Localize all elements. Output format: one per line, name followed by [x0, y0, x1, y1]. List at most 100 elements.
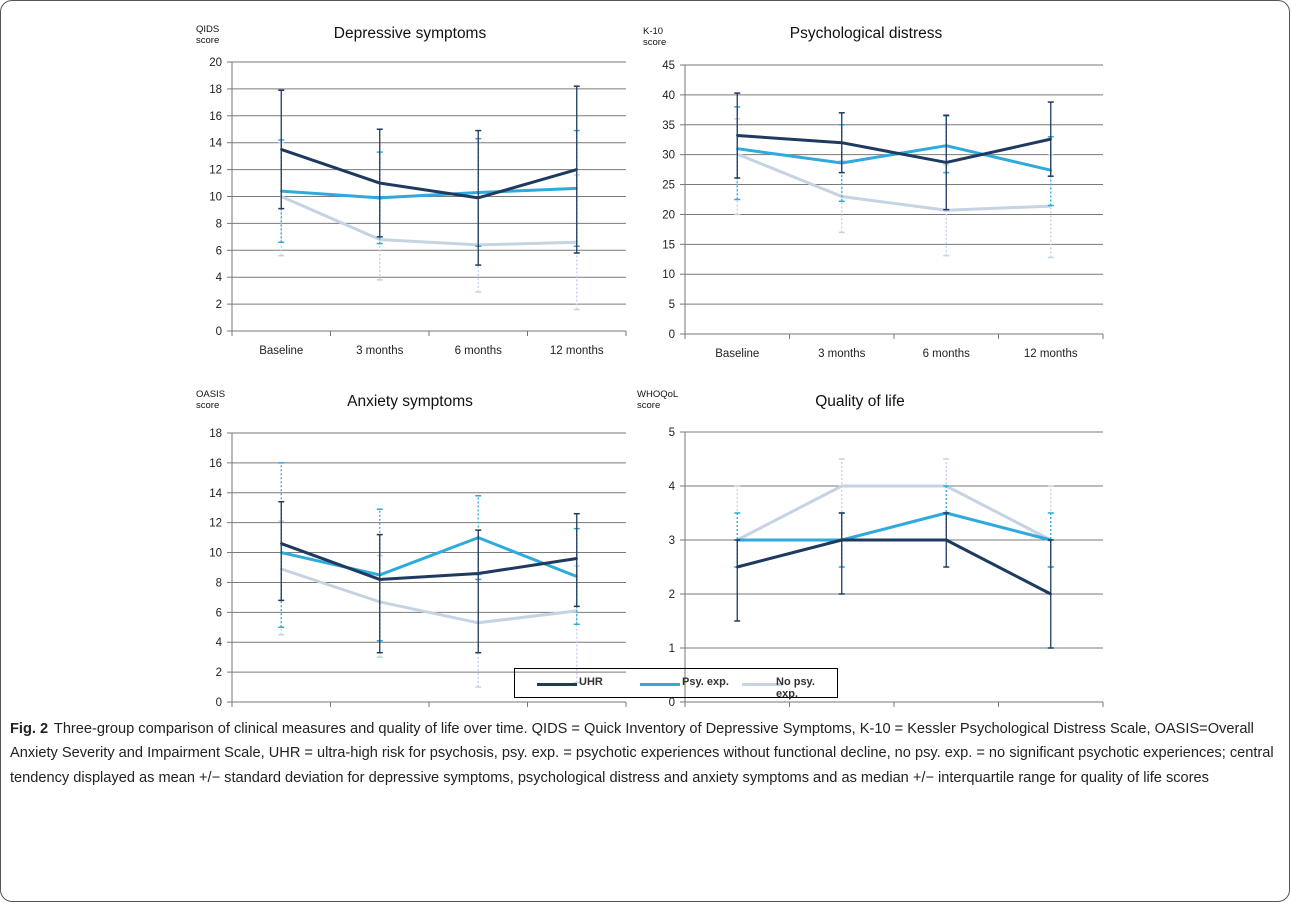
x-tick-label: 6 months: [455, 345, 503, 357]
y-tick-label: 10: [662, 269, 675, 281]
legend-swatch-no-psy-exp: [742, 683, 782, 686]
x-tick-label: 12 months: [550, 345, 604, 357]
y-tick-label: 18: [209, 84, 222, 96]
y-axis-label-line-1: OASIS: [196, 389, 225, 400]
y-tick-label: 0: [669, 329, 675, 341]
chart-title: Depressive symptoms: [334, 25, 487, 42]
chart-depressive-symptoms: Depressive symptoms QIDS score 0 2 4 6 8 10 12 14 1…: [196, 24, 627, 357]
x-tick-label: Baseline: [259, 345, 303, 357]
y-tick-label: 10: [209, 548, 222, 560]
y-tick-label: 5: [669, 299, 675, 311]
legend-label-psy-exp: Psy. exp.: [682, 676, 729, 688]
caption-label: Fig. 2: [10, 721, 49, 737]
series-no-psy-exp: [734, 458, 1054, 568]
series-line: [280, 536, 578, 578]
chart-psychological-distress: Psychological distress K-10 score 0 5 10 15 20 2…: [643, 25, 1104, 360]
y-tick-label: 3: [669, 535, 675, 547]
figure-caption: Fig. 2 Three-group comparison of clinica…: [10, 717, 1280, 790]
chart-title: Anxiety symptoms: [347, 393, 473, 410]
series-uhr: [278, 85, 580, 266]
y-tick-label: 10: [209, 192, 222, 204]
series-line: [280, 148, 578, 200]
y-tick-label: 12: [209, 518, 222, 530]
y-axis-label-line-2: score: [196, 35, 219, 46]
y-tick-label: 16: [209, 111, 222, 123]
y-axis-label: QIDS score: [196, 24, 219, 46]
data-point: [575, 557, 578, 560]
data-point: [736, 134, 739, 137]
data-point: [378, 578, 381, 581]
series-line: [280, 567, 577, 625]
y-tick-label: 8: [216, 218, 222, 230]
series-line: [737, 134, 1052, 164]
series-line: [737, 511, 1052, 542]
y-axis-label-line-2: score: [196, 400, 219, 411]
x-tick-label: 12 months: [1024, 348, 1078, 360]
y-tick-label: 14: [209, 138, 222, 150]
x-tick-label: 3 months: [356, 345, 404, 357]
y-tick-label: 18: [209, 428, 222, 440]
y-tick-label: 6: [216, 245, 222, 257]
y-axis-label: K-10 score: [643, 26, 666, 48]
data-point: [477, 196, 480, 200]
data-point: [840, 484, 843, 488]
y-tick-label: 0: [216, 326, 222, 338]
y-tick-label: 35: [662, 120, 675, 132]
series-no-psy-exp: [278, 141, 580, 311]
series-line: [736, 484, 1052, 542]
legend-swatch-uhr: [537, 683, 577, 686]
series-uhr: [734, 512, 1054, 649]
data-point: [575, 168, 578, 171]
series-line: [737, 144, 1052, 172]
y-tick-label: 6: [216, 607, 222, 619]
data-point: [840, 141, 843, 144]
chart-anxiety-symptoms: Anxiety symptoms OASIS score 0 2 4 6 8 10 12 14 16 1…: [196, 389, 627, 709]
legend: UHR Psy. exp. No psy. exp.: [514, 668, 838, 700]
y-axis-label: WHOQoL score: [637, 389, 678, 411]
y-tick-label: 45: [662, 60, 675, 72]
legend-label-no-psy-exp: No psy. exp.: [776, 676, 815, 700]
series-uhr: [734, 92, 1054, 211]
x-tick-label: Baseline: [715, 348, 759, 360]
y-tick-label: 14: [209, 488, 222, 500]
data-point: [945, 161, 948, 164]
data-point: [736, 565, 739, 569]
data-point: [477, 572, 480, 575]
legend-label-uhr: UHR: [579, 676, 603, 688]
y-tick-label: 4: [216, 637, 223, 649]
y-axis-label-line-1: WHOQoL: [637, 389, 678, 400]
data-point: [945, 538, 948, 542]
y-tick-label: 2: [669, 589, 675, 601]
chart-quality-of-life: Quality of lifeWHOQoLscore012345Baseline…: [637, 389, 1104, 709]
y-tick-label: 4: [216, 272, 223, 284]
y-tick-label: 15: [662, 239, 675, 251]
y-tick-label: 2: [216, 299, 222, 311]
data-point: [280, 148, 283, 151]
data-point: [280, 542, 283, 545]
series-no-psy-exp: [278, 520, 580, 688]
y-axis-label-line-2: score: [637, 400, 660, 411]
data-point: [378, 181, 381, 185]
y-tick-label: 0: [216, 697, 222, 709]
y-tick-label: 20: [662, 209, 675, 221]
y-tick-label: 0: [669, 697, 675, 709]
y-axis-label-line-1: K-10: [643, 26, 663, 37]
y-tick-label: 8: [216, 577, 222, 589]
data-point: [1049, 592, 1052, 596]
series-line: [280, 195, 577, 247]
y-tick-label: 30: [662, 150, 675, 162]
y-tick-label: 4: [669, 481, 676, 493]
series-line: [280, 542, 577, 581]
x-tick-label: 3 months: [818, 348, 866, 360]
x-tick-label: 6 months: [923, 348, 971, 360]
series-uhr: [278, 500, 580, 654]
caption-text: Three-group comparison of clinical measu…: [10, 721, 1274, 786]
y-tick-label: 5: [669, 427, 675, 439]
legend-swatch-psy-exp: [640, 683, 680, 686]
y-tick-label: 20: [209, 57, 222, 69]
chart-title: Psychological distress: [790, 25, 943, 42]
y-tick-label: 1: [669, 643, 675, 655]
y-tick-label: 12: [209, 165, 222, 177]
